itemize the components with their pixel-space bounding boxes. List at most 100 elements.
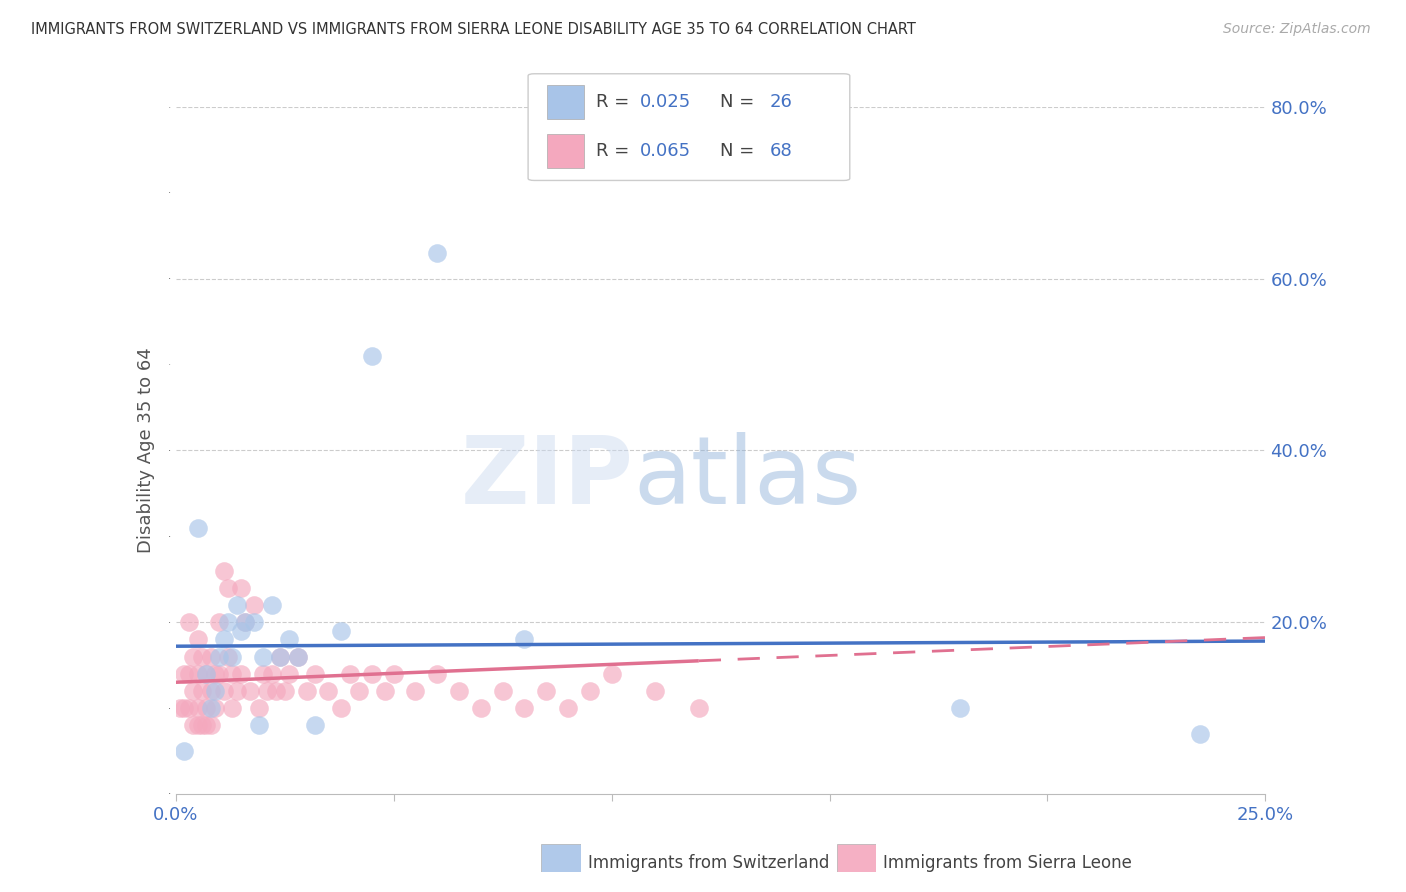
Point xyxy=(231,666,253,681)
Point xyxy=(235,615,257,630)
Point xyxy=(287,649,309,664)
Text: 0.025: 0.025 xyxy=(640,93,690,111)
Point xyxy=(186,666,209,681)
Point xyxy=(330,624,353,638)
Point xyxy=(235,615,257,630)
Point xyxy=(295,683,318,698)
Point xyxy=(186,718,209,732)
Point xyxy=(339,666,361,681)
Point xyxy=(200,701,222,715)
Point xyxy=(269,649,291,664)
Point xyxy=(200,683,222,698)
Point xyxy=(177,701,200,715)
Point xyxy=(225,683,247,698)
Point xyxy=(304,666,326,681)
Point xyxy=(177,666,200,681)
Point xyxy=(252,649,274,664)
Point xyxy=(360,349,382,363)
Text: ZIP: ZIP xyxy=(461,432,633,524)
Point xyxy=(260,598,283,612)
Point xyxy=(330,701,353,715)
Point xyxy=(173,744,195,758)
Point xyxy=(181,718,204,732)
Point xyxy=(243,598,266,612)
Point xyxy=(212,683,235,698)
Point xyxy=(186,701,209,715)
Point xyxy=(186,521,209,535)
Point xyxy=(212,564,235,578)
Point xyxy=(243,615,266,630)
Point xyxy=(181,683,204,698)
Point xyxy=(208,615,231,630)
Point xyxy=(204,683,226,698)
Point xyxy=(191,718,214,732)
Text: 26: 26 xyxy=(769,93,792,111)
Point xyxy=(221,649,243,664)
Point xyxy=(173,666,195,681)
Text: N =: N = xyxy=(720,142,759,161)
Point xyxy=(274,683,297,698)
Point xyxy=(217,649,239,664)
Point xyxy=(426,246,449,260)
Point xyxy=(278,632,301,647)
Point xyxy=(492,683,515,698)
Bar xyxy=(547,85,583,119)
Point xyxy=(513,632,536,647)
Point xyxy=(382,666,405,681)
Point xyxy=(173,701,195,715)
Point xyxy=(426,666,449,681)
Point xyxy=(557,701,579,715)
Point xyxy=(513,701,536,715)
Point xyxy=(949,701,972,715)
Point xyxy=(204,666,226,681)
Text: atlas: atlas xyxy=(633,432,862,524)
Point xyxy=(304,718,326,732)
Point xyxy=(269,649,291,664)
Point xyxy=(195,666,218,681)
Point xyxy=(177,615,200,630)
Point xyxy=(195,666,218,681)
Point xyxy=(534,683,557,698)
Point xyxy=(195,701,218,715)
Point xyxy=(181,649,204,664)
Point xyxy=(231,624,253,638)
Bar xyxy=(547,135,583,168)
Point xyxy=(347,683,370,698)
FancyBboxPatch shape xyxy=(529,74,849,180)
Point xyxy=(374,683,396,698)
Point xyxy=(688,701,710,715)
Point xyxy=(239,683,262,698)
Point xyxy=(470,701,492,715)
Point xyxy=(208,666,231,681)
Point xyxy=(318,683,340,698)
Point xyxy=(191,683,214,698)
Text: R =: R = xyxy=(596,142,636,161)
Point xyxy=(212,632,235,647)
Y-axis label: Disability Age 35 to 64: Disability Age 35 to 64 xyxy=(136,348,155,553)
Point xyxy=(247,718,270,732)
Text: 0.065: 0.065 xyxy=(640,142,690,161)
Point xyxy=(260,666,283,681)
Point xyxy=(217,581,239,595)
Point xyxy=(217,615,239,630)
Point xyxy=(221,701,243,715)
Point xyxy=(600,666,623,681)
Point xyxy=(186,632,209,647)
Point xyxy=(231,581,253,595)
Point xyxy=(169,701,191,715)
Point xyxy=(256,683,278,698)
Text: R =: R = xyxy=(596,93,636,111)
Point xyxy=(1189,727,1212,741)
Point xyxy=(200,718,222,732)
Text: IMMIGRANTS FROM SWITZERLAND VS IMMIGRANTS FROM SIERRA LEONE DISABILITY AGE 35 TO: IMMIGRANTS FROM SWITZERLAND VS IMMIGRANT… xyxy=(31,22,915,37)
Point xyxy=(264,683,287,698)
Point xyxy=(579,683,602,698)
Text: Immigrants from Switzerland: Immigrants from Switzerland xyxy=(588,854,830,871)
Text: N =: N = xyxy=(720,93,759,111)
Point xyxy=(447,683,470,698)
Point xyxy=(405,683,427,698)
Text: Immigrants from Sierra Leone: Immigrants from Sierra Leone xyxy=(883,854,1132,871)
Point xyxy=(287,649,309,664)
Point xyxy=(200,649,222,664)
Point xyxy=(278,666,301,681)
